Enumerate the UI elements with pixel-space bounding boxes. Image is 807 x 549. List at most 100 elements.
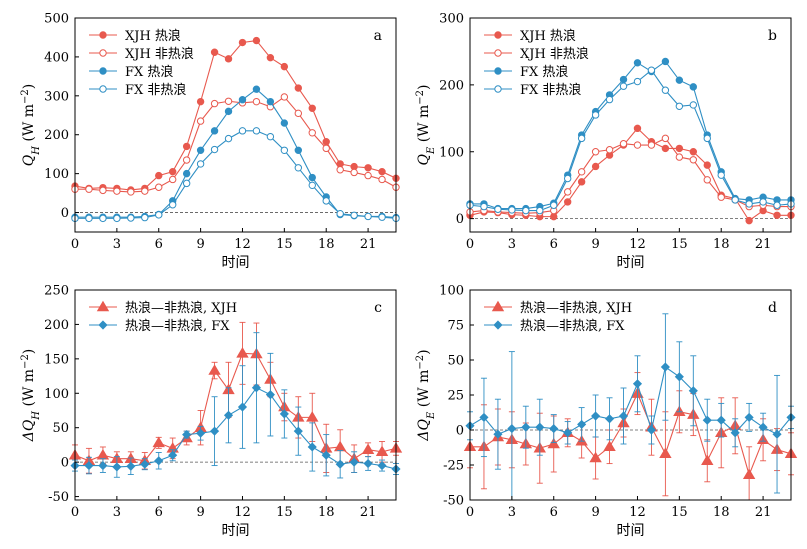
data-point xyxy=(619,75,628,84)
data-point xyxy=(223,410,234,420)
legend: 热浪—非热浪, XJH 热浪—非热浪, FX xyxy=(484,300,632,334)
data-point xyxy=(141,213,149,222)
data-point xyxy=(522,206,530,215)
x-tick-label: 12 xyxy=(234,505,251,520)
data-point xyxy=(294,84,303,92)
data-point xyxy=(294,109,303,118)
y-axis-label-exp: −2 xyxy=(415,355,426,370)
series-fx-diamond xyxy=(465,313,796,501)
y-axis-label-main: Q xyxy=(21,154,37,166)
data-point xyxy=(550,212,558,221)
series-xjh-filled-circle xyxy=(71,36,400,194)
x-tick-label: 21 xyxy=(755,505,772,520)
y-axis-label-unit: (W m xyxy=(416,370,432,412)
data-point xyxy=(210,127,219,135)
data-point xyxy=(210,145,219,154)
x-axis-label: 时间 xyxy=(222,255,250,271)
data-point xyxy=(266,97,275,106)
y-tick-label: 200 xyxy=(44,318,69,333)
y-tick-label: 75 xyxy=(447,319,464,334)
legend-label: XJH 热浪 xyxy=(520,29,576,44)
y-axis-label-unit: (W m xyxy=(416,105,432,147)
x-tick-label: 3 xyxy=(508,505,516,520)
legend-label: XJH 非热浪 xyxy=(125,47,194,62)
data-point xyxy=(605,95,614,104)
data-point xyxy=(280,146,289,154)
data-point xyxy=(377,461,387,471)
legend-label: FX 非热浪 xyxy=(520,83,581,98)
data-point xyxy=(155,183,163,191)
data-point xyxy=(633,59,642,67)
data-point xyxy=(349,457,359,467)
legend-label: 热浪—非热浪, FX xyxy=(125,319,230,334)
y-tick-label: 300 xyxy=(44,89,69,104)
legend-marker xyxy=(493,320,503,330)
data-point xyxy=(251,383,262,393)
data-point xyxy=(364,212,372,221)
y-axis-label-unit: (W m xyxy=(21,369,37,411)
data-point xyxy=(196,160,205,168)
data-point xyxy=(363,458,373,469)
legend-marker xyxy=(99,85,107,93)
data-point xyxy=(618,411,629,421)
x-tick-label: 21 xyxy=(360,237,377,252)
legend-marker xyxy=(491,300,505,312)
data-point xyxy=(350,168,358,177)
data-point xyxy=(155,211,163,219)
data-point xyxy=(236,347,249,358)
data-point xyxy=(661,134,670,143)
series-xjh-open-circle xyxy=(71,93,400,196)
y-tick-label: 100 xyxy=(44,387,69,402)
x-tick-label: 15 xyxy=(276,505,293,520)
plot-frame xyxy=(469,17,792,233)
data-point xyxy=(479,412,489,422)
data-point xyxy=(335,459,345,469)
x-tick-label: 21 xyxy=(755,237,772,252)
data-point xyxy=(182,169,191,178)
data-point xyxy=(99,186,107,195)
data-point xyxy=(208,364,221,375)
legend-marker xyxy=(99,31,107,39)
data-point xyxy=(182,179,191,188)
legend-label: 热浪—非热浪, XJH xyxy=(520,301,632,316)
data-point xyxy=(210,48,219,56)
plot-frame xyxy=(74,17,397,233)
x-tick-label: 15 xyxy=(671,505,688,520)
data-point xyxy=(633,124,642,133)
data-point xyxy=(140,459,150,469)
y-axis-label-exp: −2 xyxy=(415,90,426,105)
data-point xyxy=(535,422,545,432)
legend-label: XJH 热浪 xyxy=(125,29,181,44)
data-point xyxy=(521,422,531,432)
panel-letter: c xyxy=(374,300,382,316)
data-point xyxy=(364,164,372,172)
series-fx-open-circle xyxy=(71,127,400,223)
x-tick-label: 6 xyxy=(155,505,163,520)
data-point xyxy=(152,436,165,448)
data-point xyxy=(306,411,319,422)
data-point xyxy=(591,111,600,119)
data-point xyxy=(675,153,684,161)
y-axis-label-close: ) xyxy=(416,84,432,89)
data-point xyxy=(336,210,344,218)
data-point xyxy=(493,429,503,439)
x-tick-label: 9 xyxy=(591,505,599,520)
data-point xyxy=(689,148,698,156)
y-axis-label-close: ) xyxy=(21,349,37,354)
legend-label: 热浪—非热浪, FX xyxy=(520,319,625,334)
legend: 热浪—非热浪, XJH 热浪—非热浪, FX xyxy=(89,300,237,334)
data-point xyxy=(589,451,602,463)
legend-label: 热浪—非热浪, XJH xyxy=(125,301,237,316)
data-point xyxy=(361,443,375,454)
series-line xyxy=(74,352,397,462)
data-point xyxy=(689,156,698,164)
legend: XJH 热浪 XJH 非热浪 FX 热浪 FX 非热浪 xyxy=(89,29,194,98)
data-point xyxy=(127,188,135,196)
data-point xyxy=(307,442,317,452)
data-point xyxy=(689,101,698,109)
data-point xyxy=(378,167,386,176)
data-point xyxy=(224,107,233,116)
data-point xyxy=(619,140,628,148)
